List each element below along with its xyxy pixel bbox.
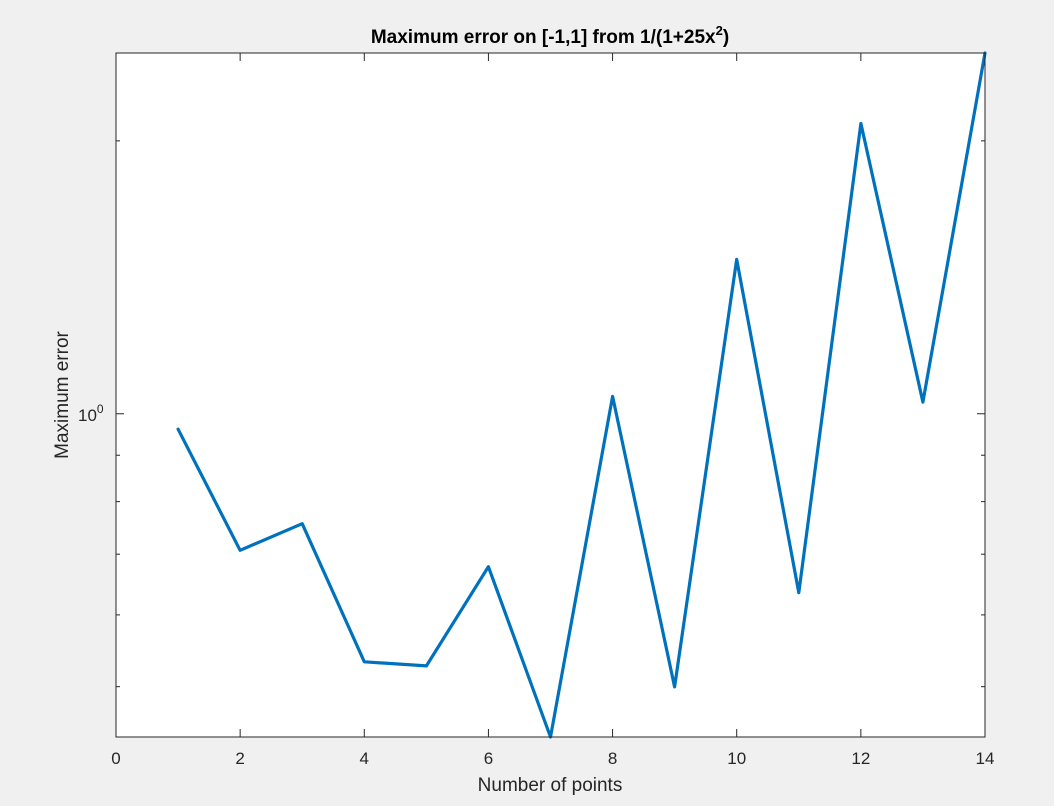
y-axis-label: Maximum error xyxy=(52,330,73,458)
x-tick-label: 10 xyxy=(727,749,746,768)
x-tick-label: 2 xyxy=(235,749,244,768)
chart-title-main: Maximum error on [-1,1] from 1/(1+25x xyxy=(371,27,716,48)
plot-frame xyxy=(115,52,986,738)
axis-ticks xyxy=(115,53,986,737)
chart-title: Maximum error on [-1,1] from 1/(1+25x2) xyxy=(371,23,729,48)
chart-title-superscript: 2 xyxy=(716,23,723,38)
data-series xyxy=(176,51,987,739)
x-tick-label: 4 xyxy=(360,749,369,768)
y-tick-label-exponent: 0 xyxy=(97,402,104,416)
x-axis-label: Number of points xyxy=(478,775,623,796)
plot-background xyxy=(116,53,985,737)
x-tick-label: 12 xyxy=(851,749,870,768)
x-tick-label: 6 xyxy=(484,749,493,768)
x-tick-label: 0 xyxy=(111,749,120,768)
x-tick-label: 14 xyxy=(976,749,995,768)
y-tick-label-base: 10 xyxy=(78,406,97,425)
x-tick-label: 8 xyxy=(608,749,617,768)
series-line xyxy=(176,51,987,739)
y-tick-label: 100 xyxy=(78,402,104,425)
chart-title-end: ) xyxy=(723,27,729,48)
